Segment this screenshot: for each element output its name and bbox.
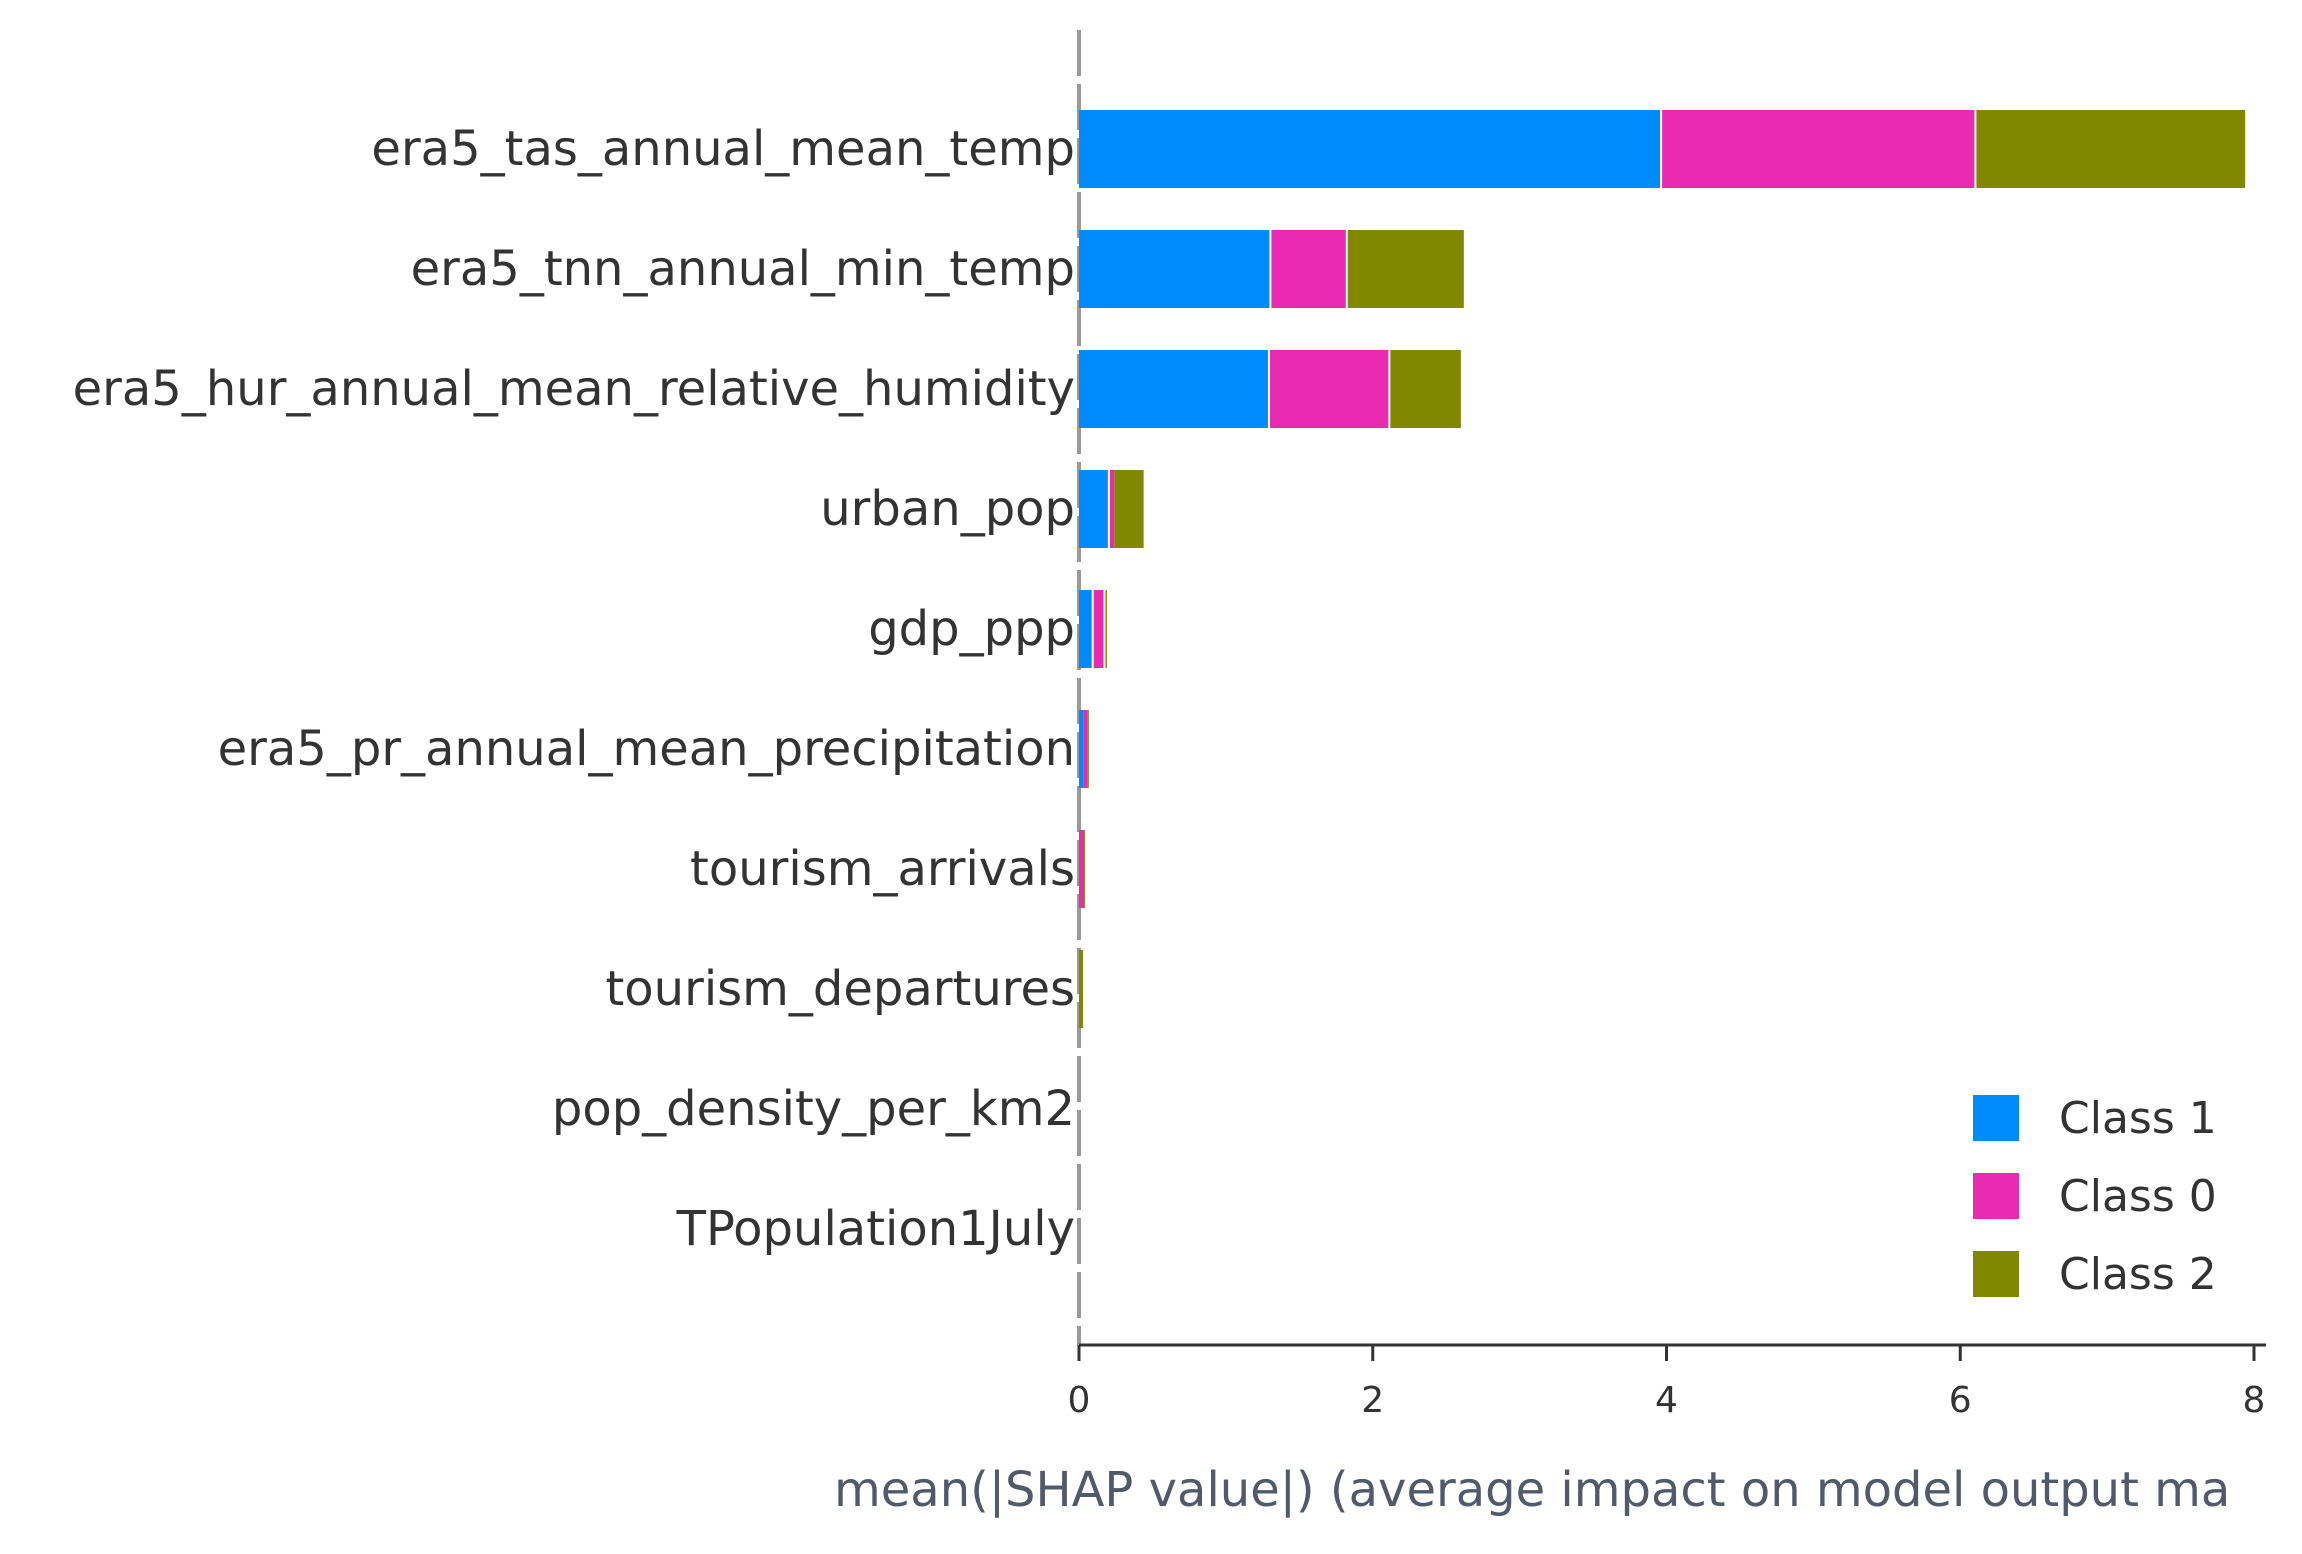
feature-label: era5_tas_annual_mean_temp xyxy=(371,121,1075,177)
bar-segment-class-0 xyxy=(1083,710,1088,788)
x-tick-label: 6 xyxy=(1949,1380,1972,1421)
legend-entry-class-2: Class 2 xyxy=(1973,1249,2217,1300)
bar-segment-class-1 xyxy=(1079,230,1272,308)
legend-label: Class 0 xyxy=(2059,1171,2217,1222)
bar-segment-class-2 xyxy=(1390,350,1461,428)
bar-segment-class-2 xyxy=(1105,590,1107,668)
feature-label: tourism_departures xyxy=(605,961,1075,1017)
feature-labels-layer: era5_tas_annual_mean_temp era5_tnn_annual… xyxy=(73,121,1075,1257)
bar-segment-class-1 xyxy=(1079,470,1110,548)
feature-label: era5_pr_annual_mean_precipitation xyxy=(218,721,1075,777)
bar-segment-class-1 xyxy=(1079,350,1270,428)
feature-label: TPopulation1July xyxy=(676,1201,1075,1257)
bar-segment-class-1 xyxy=(1079,110,1663,188)
bar-segment-class-0 xyxy=(1269,350,1391,428)
x-axis-label: mean(|SHAP value|) (average impact on mo… xyxy=(834,1462,2230,1518)
legend-label: Class 1 xyxy=(2059,1093,2217,1144)
feature-label: era5_hur_annual_mean_relative_humidity xyxy=(73,361,1075,417)
legend-swatch xyxy=(1973,1095,2019,1141)
feature-label: gdp_ppp xyxy=(868,601,1075,657)
bar-segment-class-2 xyxy=(1114,470,1144,548)
bars-layer xyxy=(1077,30,2246,1345)
legend-layer: Class 1 Class 0 Class 2 xyxy=(1973,1093,2217,1300)
x-tick-label: 2 xyxy=(1361,1380,1384,1421)
x-tick-label: 4 xyxy=(1655,1380,1678,1421)
bar-segment-class-2 xyxy=(1087,710,1089,788)
bar-segment-class-0 xyxy=(1093,590,1106,668)
bar-segment-class-0 xyxy=(1079,830,1085,908)
bar-segment-class-0 xyxy=(1109,470,1115,548)
bar-segment-class-2 xyxy=(1347,230,1464,308)
legend-swatch xyxy=(1973,1173,2019,1219)
bar-segment-class-2 xyxy=(1079,950,1083,1028)
legend-entry-class-0: Class 0 xyxy=(1973,1171,2217,1222)
bar-segment-class-1 xyxy=(1079,710,1084,788)
bar-segment-class-0 xyxy=(1662,110,1977,188)
feature-label: tourism_arrivals xyxy=(690,841,1075,897)
feature-label: pop_density_per_km2 xyxy=(552,1081,1075,1137)
bar-segment-class-1 xyxy=(1079,590,1094,668)
legend-label: Class 2 xyxy=(2059,1249,2217,1300)
x-tick-label: 0 xyxy=(1068,1380,1091,1421)
bar-segment-class-0 xyxy=(1271,230,1348,308)
bar-segment-class-2 xyxy=(1084,830,1086,908)
x-tick-label: 8 xyxy=(2243,1380,2266,1421)
feature-label: urban_pop xyxy=(820,481,1075,537)
legend-entry-class-1: Class 1 xyxy=(1973,1093,2217,1144)
feature-label: era5_tnn_annual_min_temp xyxy=(411,241,1075,297)
x-axis-layer: 0 2 4 6 8 mean(|SHAP value|) (average impact … xyxy=(834,1343,2266,1518)
bar-segment-class-2 xyxy=(1976,110,2246,188)
bar-segment-class-1 xyxy=(1079,830,1080,908)
legend-swatch xyxy=(1973,1251,2019,1297)
